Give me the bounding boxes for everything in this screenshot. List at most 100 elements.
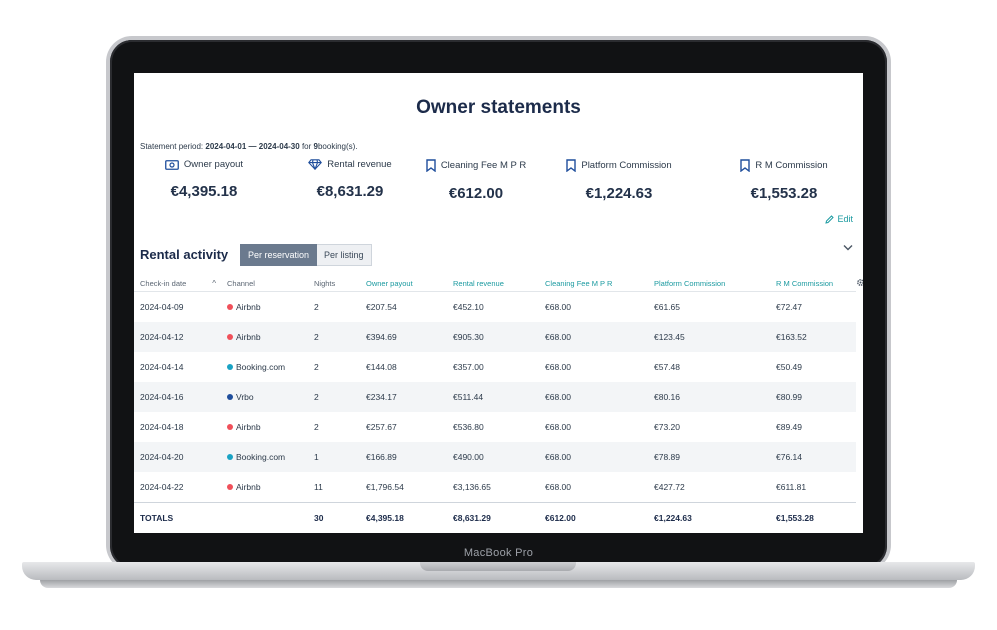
col-checkin-date[interactable]: Check-in date ^ [134, 274, 221, 292]
rental-revenue-cell: €511.44 [447, 382, 539, 412]
channel-cell: Airbnb [221, 292, 308, 323]
laptop-base-shadow [40, 580, 957, 588]
view-tabs: Per reservation Per listing [240, 244, 372, 266]
table-row[interactable]: 2024-04-22 Airbnb 11 €1,796.54 €3,136.65 €68.… [134, 472, 856, 503]
gear-icon[interactable] [856, 278, 863, 289]
nights-cell: 2 [308, 322, 360, 352]
edit-label: Edit [837, 214, 853, 224]
rental-revenue-cell: €490.00 [447, 442, 539, 472]
totals-cell: 30 [308, 502, 360, 533]
platform-commission-cell: €73.20 [654, 422, 680, 432]
table-row[interactable]: 2024-04-12 Airbnb 2 €394.69 €905.30 €68.00 €12… [134, 322, 856, 352]
card-rm-commission: R M Commission €1,553.28 [714, 159, 854, 202]
table-row[interactable]: 2024-04-09 Airbnb 2 €207.54 €452.10 €68.00 €61… [134, 292, 856, 323]
rental-revenue-cell: €357.00 [453, 362, 484, 372]
owner-payout-cell: €234.17 [360, 382, 447, 412]
page-title: Owner statements [416, 97, 581, 118]
rental-revenue-cell: €3,136.65 [453, 482, 491, 492]
totals-cell [221, 502, 308, 533]
channel-cell: Airbnb [221, 322, 308, 352]
rm-commission-cell: €611.81 [776, 482, 807, 492]
table-row[interactable]: 2024-04-18 Airbnb 2 €257.67 €536.80 €68.00 €73… [134, 412, 856, 442]
channel-dot-icon [227, 484, 233, 490]
nights-cell: 11 [314, 482, 323, 492]
sort-asc-icon[interactable]: ^ [212, 278, 217, 288]
col-rm-commission[interactable]: R M Commission [770, 274, 856, 292]
summary-cards: Owner payout €4,395.18 Rental revenue €8… [134, 159, 863, 207]
nights-cell: 2 [308, 382, 360, 412]
tab-per-listing[interactable]: Per listing [317, 244, 372, 266]
card-owner-payout: Owner payout €4,395.18 [134, 159, 274, 200]
rm-commission-cell: €76.14 [770, 442, 856, 472]
edit-button[interactable]: Edit [825, 214, 853, 224]
nights-cell: 2 [314, 422, 319, 432]
tab-per-reservation[interactable]: Per reservation [240, 244, 318, 266]
owner-payout-cell: €207.54 [366, 302, 397, 312]
channel-cell: Booking.com [221, 442, 308, 472]
cleaning-fee-cell: €68.00 [545, 422, 571, 432]
rental-revenue-cell: €452.10 [453, 302, 484, 312]
rental-revenue-cell: €536.80 [453, 422, 484, 432]
channel-cell: Airbnb [221, 472, 308, 503]
table-row[interactable]: 2024-04-14 Booking.com 2 €144.08 €357.00 €68.… [134, 352, 856, 382]
owner-payout-cell: €257.67 [366, 422, 397, 432]
nights-cell: 1 [308, 442, 360, 472]
bookmark-icon [566, 159, 577, 172]
period-for: for [301, 142, 312, 151]
rental-activity-table: Check-in date ^ Channel Nights Owner payo… [134, 274, 856, 533]
col-nights[interactable]: Nights [308, 274, 360, 292]
statement-period: Statement period: 2024-04-01 — 2024-04-3… [140, 142, 358, 151]
checkin-date-cell: 2024-04-12 [134, 322, 221, 352]
chevron-down-icon[interactable] [843, 243, 853, 254]
laptop-notch [420, 562, 576, 571]
rm-commission-cell: €50.49 [776, 362, 802, 372]
card-value: €4,395.18 [170, 183, 238, 200]
section-title: Rental activity [140, 247, 229, 262]
booking-count: 9 [313, 142, 318, 151]
platform-commission-cell: €123.45 [648, 322, 770, 352]
card-value: €612.00 [448, 185, 504, 202]
cleaning-fee-cell: €68.00 [545, 362, 571, 372]
totals-cell: €4,395.18 [360, 502, 447, 533]
platform-commission-cell: €427.72 [654, 482, 685, 492]
period-suffix: booking(s). [317, 142, 358, 151]
checkin-date-cell: 2024-04-22 [140, 482, 184, 492]
owner-payout-cell: €1,796.54 [366, 482, 404, 492]
card-label: Cleaning Fee M P R [440, 160, 527, 171]
period-end: 2024-04-30 [258, 142, 300, 151]
col-owner-payout[interactable]: Owner payout [360, 274, 447, 292]
card-label: Rental revenue [327, 159, 392, 170]
checkin-date-cell: 2024-04-20 [134, 442, 221, 472]
table-header: Check-in date ^ Channel Nights Owner payo… [134, 274, 856, 292]
channel-cell: Vrbo [221, 382, 308, 412]
card-cleaning-fee: Cleaning Fee M P R €612.00 [406, 159, 546, 202]
platform-commission-cell: €61.65 [654, 302, 680, 312]
totals-cell: €612.00 [539, 502, 648, 533]
banknote-icon [165, 159, 179, 170]
platform-commission-cell: €78.89 [648, 442, 770, 472]
period-start: 2024-04-01 [205, 142, 247, 151]
owner-payout-cell: €166.89 [360, 442, 447, 472]
cleaning-fee-cell: €68.00 [545, 482, 571, 492]
nights-cell: 2 [314, 362, 319, 372]
col-cleaning-fee[interactable]: Cleaning Fee M P R [539, 274, 648, 292]
checkin-date-cell: 2024-04-18 [140, 422, 184, 432]
table-row[interactable]: 2024-04-20 Booking.com 1 €166.89 €490.00 €68.… [134, 442, 856, 472]
rm-commission-cell: €89.49 [776, 422, 802, 432]
rm-commission-cell: €80.99 [770, 382, 856, 412]
channel-dot-icon [227, 424, 233, 430]
screen: Owner statements Statement period: 2024-… [134, 73, 863, 533]
rm-commission-cell: €72.47 [776, 302, 802, 312]
col-channel[interactable]: Channel [221, 274, 308, 292]
col-platform-commission[interactable]: Platform Commission [648, 274, 770, 292]
table-row[interactable]: 2024-04-16 Vrbo 2 €234.17 €511.44 €68.00 €80.1… [134, 382, 856, 412]
totals-row: TOTALS 30 €4,395.18 €8,631.29 €612.00 €1,224.… [134, 502, 856, 533]
channel-dot-icon [227, 454, 233, 460]
pencil-icon [825, 214, 835, 224]
period-prefix: Statement period: [140, 142, 204, 151]
checkin-date-cell: 2024-04-09 [140, 302, 184, 312]
cleaning-fee-cell: €68.00 [539, 322, 648, 352]
col-rental-revenue[interactable]: Rental revenue [447, 274, 539, 292]
device-label: MacBook Pro [463, 547, 534, 559]
card-platform-commission: Platform Commission €1,224.63 [549, 159, 689, 202]
